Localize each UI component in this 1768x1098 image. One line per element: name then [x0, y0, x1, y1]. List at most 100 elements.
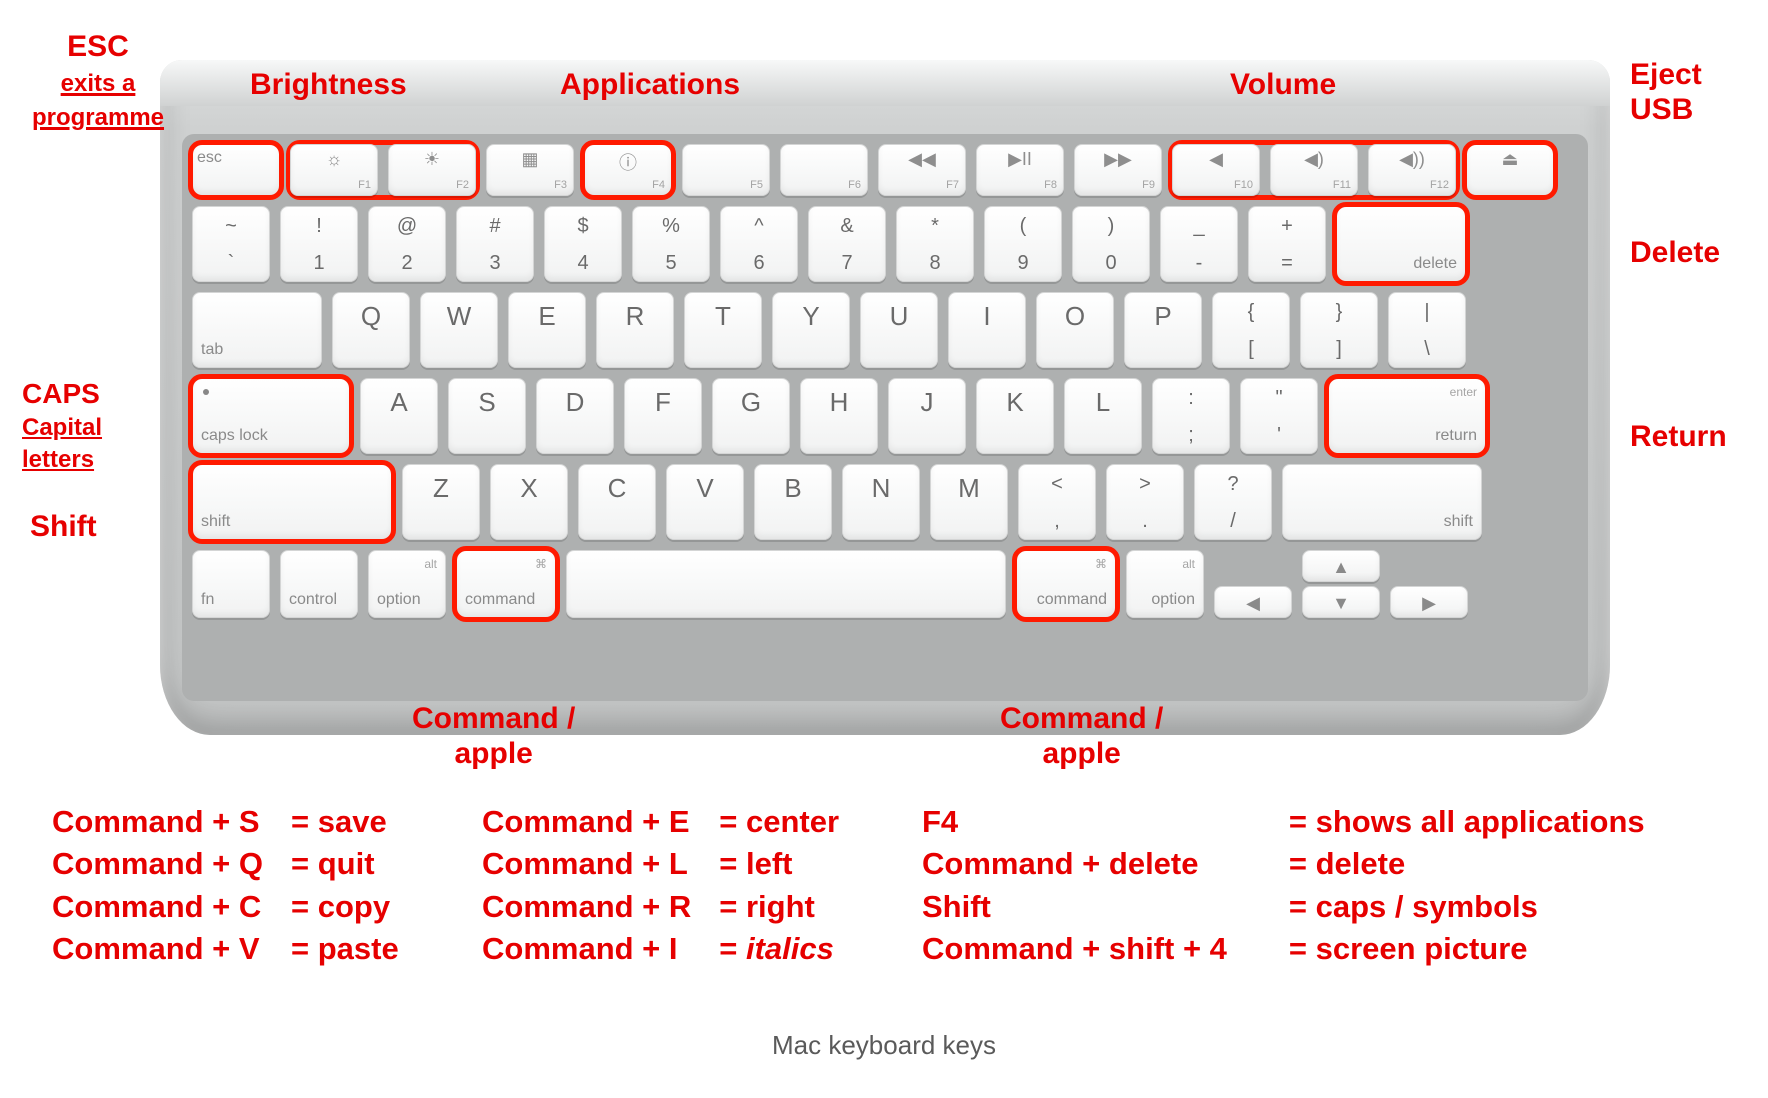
key-shift-8: <,: [1018, 464, 1096, 540]
key-shift-11: shift: [1282, 464, 1482, 540]
label-return: Return: [1630, 420, 1727, 455]
shortcut-keys: Command + S: [52, 802, 289, 842]
key-caps-0: caps lock: [192, 378, 350, 454]
shortcut-row: Command + E= center: [482, 802, 865, 842]
key-bottom-3: ⌘command: [456, 550, 556, 618]
label-delete: Delete: [1630, 236, 1720, 271]
key-q-5: T: [684, 292, 762, 368]
label-caps-sub2: letters: [22, 446, 94, 473]
key-shift-7: M: [930, 464, 1008, 540]
row-number: ~`!1@2#3$4%5^6&7*8(9)0_-+=delete: [192, 206, 1578, 282]
shortcut-result: = center: [719, 802, 865, 842]
key-caps-10: :;: [1152, 378, 1230, 454]
key-shift-0: shift: [192, 464, 392, 540]
key-num-10: )0: [1072, 206, 1150, 282]
key-fn-4: ⓘF4: [584, 144, 672, 196]
key-bottom-6: altoption: [1126, 550, 1204, 618]
key-fn-1: ☼F1: [290, 144, 378, 196]
label-esc-sub: exits a: [61, 70, 136, 97]
keyboard-body: esc☼F1☀F2▦F3ⓘF4F5F6◀◀F7▶IIF8▶▶F9◀F10◀)F1…: [160, 60, 1610, 735]
shortcuts-col-1: Command + S= saveCommand + Q= quitComman…: [50, 800, 427, 971]
row-function: esc☼F1☀F2▦F3ⓘF4F5F6◀◀F7▶IIF8▶▶F9◀F10◀)F1…: [192, 144, 1578, 196]
arrow-up-down: ▲▼: [1302, 550, 1380, 618]
shortcut-result: = right: [719, 887, 865, 927]
key-arrow-right: ▶: [1390, 586, 1468, 618]
key-caps-3: D: [536, 378, 614, 454]
key-shift-2: X: [490, 464, 568, 540]
key-fn-11: ◀)F11: [1270, 144, 1358, 196]
label-eject-1: Eject: [1630, 58, 1702, 91]
shortcut-keys: Command + I: [482, 929, 717, 969]
key-shift-6: N: [842, 464, 920, 540]
key-fn-12: ◀))F12: [1368, 144, 1456, 196]
key-fn-9: ▶▶F9: [1074, 144, 1162, 196]
key-caps-5: G: [712, 378, 790, 454]
label-brightness: Brightness: [250, 68, 407, 103]
key-q-8: I: [948, 292, 1026, 368]
key-caps-6: H: [800, 378, 878, 454]
key-shift-10: ?/: [1194, 464, 1272, 540]
label-command-right: Command / apple: [1000, 702, 1163, 771]
key-zone: esc☼F1☀F2▦F3ⓘF4F5F6◀◀F7▶IIF8▶▶F9◀F10◀)F1…: [182, 134, 1588, 701]
label-caps: CAPS Capital letters: [22, 378, 102, 475]
key-q-2: W: [420, 292, 498, 368]
key-fn-5: F5: [682, 144, 770, 196]
key-arrow-down: ▼: [1302, 586, 1380, 618]
shortcut-keys: Command + shift + 4: [922, 929, 1287, 969]
key-q-1: Q: [332, 292, 410, 368]
shortcut-row: Command + C= copy: [52, 887, 425, 927]
row-shift: shiftZXCVBNM<,>.?/shift: [192, 464, 1578, 540]
row-caps: caps lockASDFGHJKL:;"'enterreturn: [192, 378, 1578, 454]
key-fn-13: ⏏: [1466, 144, 1554, 196]
shortcut-row: Shift= caps / symbols: [922, 887, 1671, 927]
key-caps-11: "': [1240, 378, 1318, 454]
key-num-8: *8: [896, 206, 974, 282]
key-bottom-2: altoption: [368, 550, 446, 618]
label-caps-title: CAPS: [22, 378, 100, 409]
label-command-left: Command / apple: [412, 702, 575, 771]
highlight-group-group-v: ◀F10◀)F11◀))F12: [1172, 144, 1456, 196]
key-bottom-5: ⌘command: [1016, 550, 1116, 618]
key-fn-10: ◀F10: [1172, 144, 1260, 196]
shortcut-result: = copy: [291, 887, 425, 927]
shortcut-row: Command + I= italics: [482, 929, 865, 969]
key-q-7: U: [860, 292, 938, 368]
shortcut-result: = delete: [1289, 844, 1671, 884]
row-qwerty: tabQWERTYUIOP{[}]|\: [192, 292, 1578, 368]
key-fn-3: ▦F3: [486, 144, 574, 196]
key-caps-7: J: [888, 378, 966, 454]
shortcut-row: Command + R= right: [482, 887, 865, 927]
key-q-10: P: [1124, 292, 1202, 368]
shortcut-keys: Command + L: [482, 844, 717, 884]
label-esc-sub2: programme: [32, 104, 164, 131]
caption: Mac keyboard keys: [772, 1030, 996, 1061]
key-num-11: _-: [1160, 206, 1238, 282]
label-command-left-2: apple: [455, 737, 533, 770]
shortcut-row: F4= shows all applications: [922, 802, 1671, 842]
key-num-5: %5: [632, 206, 710, 282]
shortcut-row: Command + delete= delete: [922, 844, 1671, 884]
diagram-stage: esc☼F1☀F2▦F3ⓘF4F5F6◀◀F7▶IIF8▶▶F9◀F10◀)F1…: [0, 0, 1768, 1098]
key-caps-9: L: [1064, 378, 1142, 454]
shortcut-result: = paste: [291, 929, 425, 969]
key-num-6: ^6: [720, 206, 798, 282]
key-q-6: Y: [772, 292, 850, 368]
label-command-right-1: Command /: [1000, 702, 1163, 735]
shortcut-keys: Command + E: [482, 802, 717, 842]
key-q-3: E: [508, 292, 586, 368]
key-q-13: |\: [1388, 292, 1466, 368]
key-fn-7: ◀◀F7: [878, 144, 966, 196]
key-num-9: (9: [984, 206, 1062, 282]
key-shift-4: V: [666, 464, 744, 540]
row-bottom: fncontrolaltoption⌘command⌘commandaltopt…: [192, 550, 1578, 618]
shortcut-row: Command + L= left: [482, 844, 865, 884]
label-command-right-2: apple: [1043, 737, 1121, 770]
shortcut-result: = caps / symbols: [1289, 887, 1671, 927]
shortcut-result: = shows all applications: [1289, 802, 1671, 842]
key-q-11: {[: [1212, 292, 1290, 368]
highlight-group-group-b: ☼F1☀F2: [290, 144, 476, 196]
key-caps-8: K: [976, 378, 1054, 454]
key-shift-9: >.: [1106, 464, 1184, 540]
key-num-0: ~`: [192, 206, 270, 282]
shortcut-keys: F4: [922, 802, 1287, 842]
